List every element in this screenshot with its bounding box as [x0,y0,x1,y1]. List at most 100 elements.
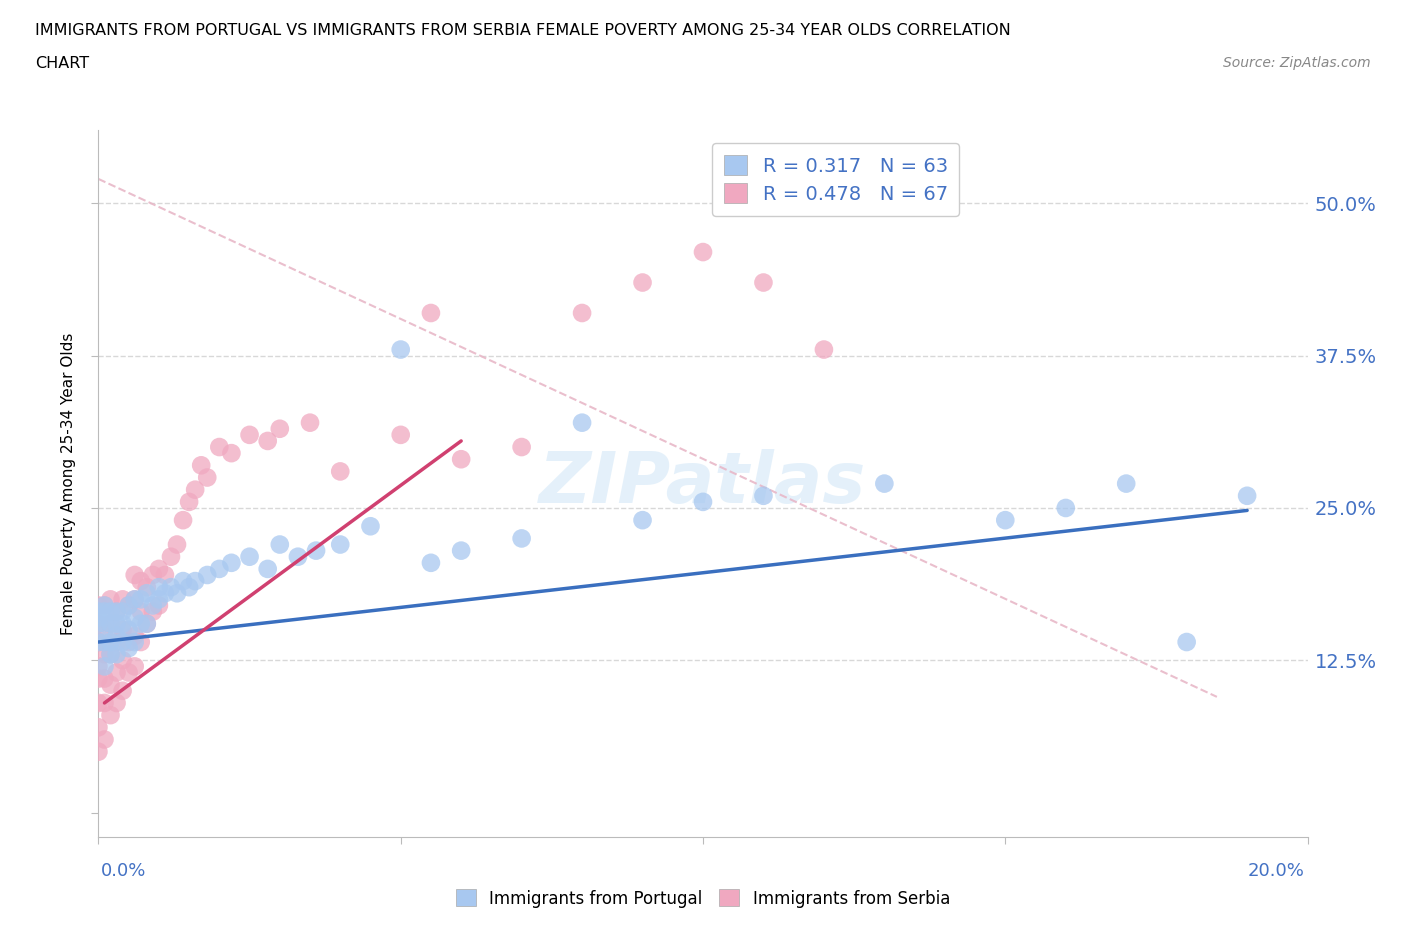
Point [221,445,243,460]
Point [93,646,115,661]
Point [93,696,115,711]
Point [450,452,472,467]
Point [124,610,146,625]
Point [93,617,115,631]
Point [305,543,328,558]
Point [87,659,110,674]
Point [135,617,157,631]
Point [571,306,593,321]
Text: 20.0%: 20.0% [1249,862,1305,881]
Point [148,598,170,613]
Point [195,567,218,582]
Point [100,646,122,661]
Point [87,634,110,649]
Point [752,275,775,290]
Text: CHART: CHART [35,56,89,71]
Point [124,629,146,644]
Point [389,428,412,443]
Point [129,634,152,649]
Point [111,622,134,637]
Point [153,586,176,601]
Point [299,415,322,430]
Point [111,634,134,649]
Point [153,567,176,582]
Point [692,495,714,510]
Point [179,495,201,510]
Text: ZIPatlas: ZIPatlas [540,449,866,518]
Point [105,646,128,661]
Point [100,677,122,692]
Point [360,519,382,534]
Point [450,543,472,558]
Point [510,440,533,455]
Point [256,433,278,448]
Point [389,342,412,357]
Point [873,476,896,491]
Point [1115,476,1137,491]
Point [105,604,128,619]
Point [105,629,128,644]
Point [135,579,157,594]
Point [87,671,110,686]
Point [100,617,122,631]
Point [111,604,134,619]
Point [105,665,128,680]
Legend: Immigrants from Portugal, Immigrants from Serbia: Immigrants from Portugal, Immigrants fro… [450,883,956,914]
Point [93,598,115,613]
Point [118,622,141,637]
Point [179,579,201,594]
Point [142,567,165,582]
Point [111,653,134,668]
Point [692,245,714,259]
Text: 0.0%: 0.0% [101,862,146,881]
Point [124,591,146,606]
Point [100,708,122,723]
Point [129,617,152,631]
Point [87,598,110,613]
Point [208,562,231,577]
Point [142,598,165,613]
Text: IMMIGRANTS FROM PORTUGAL VS IMMIGRANTS FROM SERBIA FEMALE POVERTY AMONG 25-34 YE: IMMIGRANTS FROM PORTUGAL VS IMMIGRANTS F… [35,23,1011,38]
Point [105,696,128,711]
Point [87,744,110,759]
Point [571,415,593,430]
Point [100,604,122,619]
Point [160,550,183,565]
Point [105,634,128,649]
Point [93,622,115,637]
Point [87,617,110,631]
Point [195,470,218,485]
Point [100,591,122,606]
Point [100,646,122,661]
Point [221,555,243,570]
Point [87,604,110,619]
Point [87,720,110,735]
Point [100,634,122,649]
Point [994,512,1017,527]
Point [118,634,141,649]
Point [135,617,157,631]
Point [239,428,262,443]
Point [124,567,146,582]
Point [93,604,115,619]
Point [100,617,122,631]
Point [124,659,146,674]
Point [420,555,443,570]
Point [93,634,115,649]
Point [148,562,170,577]
Point [93,732,115,747]
Point [124,591,146,606]
Point [160,579,183,594]
Point [813,342,835,357]
Point [111,617,134,631]
Point [239,550,262,565]
Point [135,586,157,601]
Point [184,574,207,589]
Point [93,659,115,674]
Point [208,440,231,455]
Point [124,634,146,649]
Point [269,538,291,552]
Point [269,421,291,436]
Point [93,598,115,613]
Point [752,488,775,503]
